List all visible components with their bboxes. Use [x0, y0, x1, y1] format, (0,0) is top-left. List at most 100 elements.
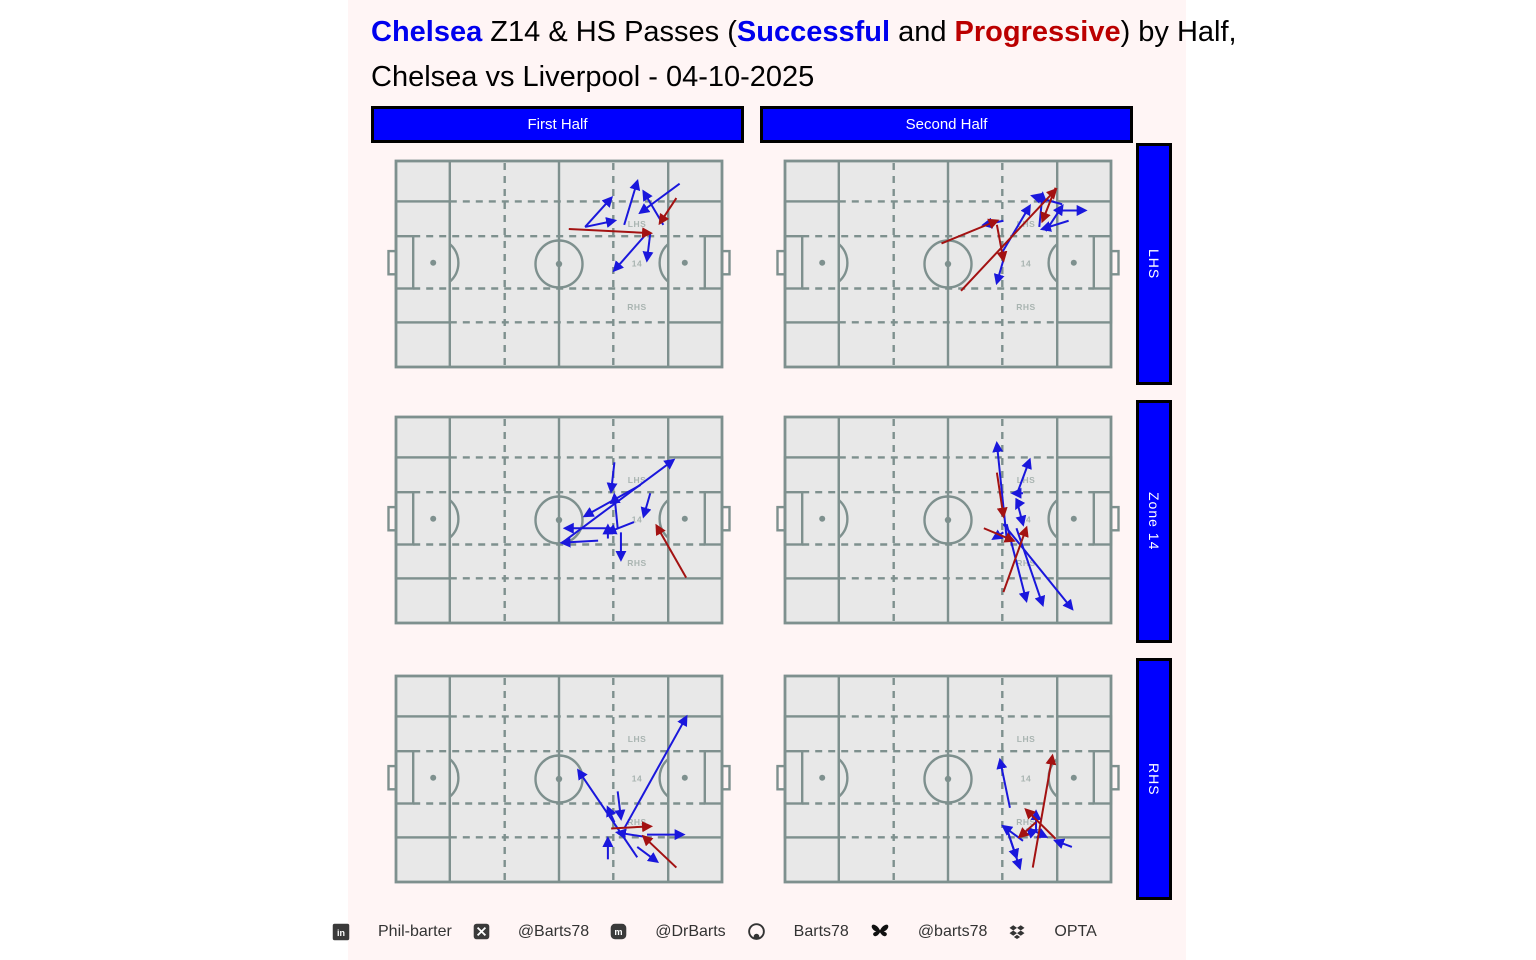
row-label-text: RHS: [1146, 762, 1162, 796]
pitch-zone-label: 14: [632, 515, 642, 525]
successful-pass-arrow: [584, 196, 614, 228]
footer-item: m @DrBarts: [610, 922, 726, 941]
progressive-pass-arrow: [641, 834, 678, 869]
progressive-pass-arrow: [658, 197, 678, 226]
title-line1: Chelsea Z14 & HS Passes (Successful and …: [371, 10, 1237, 55]
column-header-label: First Half: [527, 116, 588, 133]
svg-text:in: in: [337, 928, 345, 938]
footer-handle: @barts78: [917, 922, 988, 940]
progressive-pass-arrow: [941, 218, 1000, 245]
footer-item: @Barts78: [473, 923, 589, 941]
footer-item: Barts78: [747, 922, 849, 941]
successful-pass-arrow: [640, 492, 652, 519]
successful-pass-arrow: [623, 714, 688, 829]
row-label-rhs: RHS: [1136, 658, 1172, 900]
pitch-zone-label: LHS: [628, 734, 647, 744]
chart-title: Chelsea Z14 & HS Passes (Successful and …: [371, 10, 1237, 100]
successful-pass-arrow: [606, 805, 617, 823]
pitch-zone-label: RHS: [627, 558, 646, 568]
footer-item: in Phil-barter: [332, 923, 452, 941]
pitch-zone-label: 14: [632, 259, 642, 269]
title-part: and: [890, 16, 955, 48]
column-header-second-half: Second Half: [760, 106, 1133, 143]
pitch-zone-label: RHS: [627, 817, 646, 827]
progressive-pass-arrow: [1002, 525, 1029, 593]
progressive-pass-arrow: [960, 187, 1058, 292]
progressive-pass-arrow: [1031, 753, 1057, 868]
footer-handle: Barts78: [793, 922, 849, 940]
successful-pass-arrow: [1015, 499, 1027, 527]
pitch-zone14-first-half: LHS 14 RHS: [387, 415, 731, 625]
progressive-pass-arrow: [995, 224, 1008, 263]
pitch-rhs-first-half: LHS 14 RHS: [387, 674, 731, 884]
mastodon-icon: m: [610, 923, 627, 940]
successful-pass-arrow: [623, 178, 641, 226]
successful-pass-arrow: [606, 462, 618, 494]
pitch-zone-label: LHS: [628, 475, 647, 485]
bluesky-icon: [870, 923, 890, 941]
footer-handle: Phil-barter: [378, 922, 452, 940]
title-part: ) by Half,: [1120, 16, 1237, 48]
successful-pass-arrow: [638, 182, 681, 215]
pitch-zone-label: RHS: [627, 302, 646, 312]
progressive-pass-arrow: [568, 227, 654, 239]
title-part: Z14 & HS Passes (: [490, 16, 737, 48]
row-label-zone-14: Zone 14: [1136, 400, 1172, 643]
progressive-pass-arrow: [1017, 821, 1037, 839]
pitch-lhs-second-half: LHS 14 RHS: [776, 159, 1120, 369]
successful-pass-arrow: [636, 846, 660, 864]
pitch-zone-label: LHS: [628, 219, 647, 229]
dropbox-icon: [1008, 923, 1026, 941]
successful-pass-arrow: [559, 536, 599, 548]
successful-pass-arrow: [614, 791, 626, 821]
progressive-pass-arrow: [611, 821, 654, 833]
row-label-text: Zone 14: [1146, 492, 1162, 551]
column-header-label: Second Half: [905, 116, 988, 133]
pitch-zone-label: LHS: [1017, 475, 1036, 485]
row-label-lhs: LHS: [1136, 143, 1172, 385]
footer-handle: @Barts78: [517, 922, 590, 940]
pitch-zone-label: 14: [632, 774, 642, 784]
pitch-zone-label: RHS: [1016, 558, 1035, 568]
successful-pass-arrow: [996, 757, 1011, 809]
title-line2: Chelsea vs Liverpool - 04-10-2025: [371, 61, 815, 93]
successful-pass-arrow: [584, 217, 618, 228]
progressive-pass-arrow: [1040, 187, 1057, 224]
pitch-lhs-first-half: LHS 14 RHS: [387, 159, 731, 369]
pitch-zone-label: RHS: [1016, 302, 1035, 312]
successful-pass-arrow: [1039, 219, 1069, 232]
title-part: Chelsea: [371, 16, 491, 48]
title-part: Progressive: [954, 16, 1121, 48]
successful-pass-arrow: [999, 203, 1031, 257]
row-label-text: LHS: [1146, 248, 1162, 280]
footer: in Phil-barter @Barts78 m @DrBarts Barts78 @ba…: [332, 922, 1097, 941]
linkedin-icon: in: [332, 923, 350, 941]
successful-pass-arrow: [1005, 828, 1023, 871]
successful-pass-arrow: [614, 828, 644, 840]
successful-pass-arrow: [992, 441, 1008, 539]
pitch-zone-label: 14: [1021, 774, 1031, 784]
x-icon: [473, 923, 490, 940]
progressive-pass-arrow: [655, 523, 688, 579]
progressive-pass-arrow: [983, 527, 1016, 543]
footer-item: @barts78: [870, 922, 988, 941]
pitch-zone-label: LHS: [1017, 734, 1036, 744]
pitch-rhs-second-half: LHS 14 RHS: [776, 674, 1120, 884]
successful-pass-arrow: [609, 492, 621, 529]
successful-pass-arrow: [1053, 838, 1073, 849]
svg-text:m: m: [615, 927, 623, 937]
successful-pass-arrow: [993, 259, 1005, 286]
column-header-first-half: First Half: [371, 106, 744, 143]
progressive-pass-arrow: [995, 472, 1008, 519]
progressive-pass-arrow: [1024, 807, 1057, 840]
github-icon: [747, 922, 766, 941]
title-part: Successful: [736, 16, 891, 48]
successful-pass-arrow: [612, 232, 648, 273]
pitch-zone-label: RHS: [1016, 817, 1035, 827]
successful-pass-arrow: [1036, 191, 1048, 228]
pitch-zone-label: 14: [1021, 259, 1031, 269]
footer-handle: @DrBarts: [655, 922, 726, 940]
footer-item: OPTA: [1008, 923, 1097, 941]
